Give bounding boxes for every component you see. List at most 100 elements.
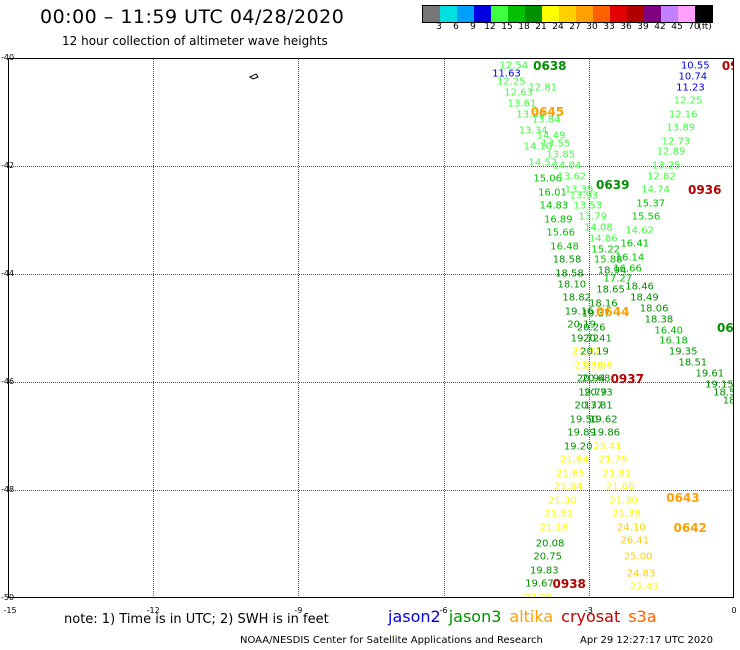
color-scale-label: 70 [688,22,700,32]
color-swatch [661,6,678,22]
color-swatch [559,6,576,22]
wave-height-value: 16.41 [620,238,650,250]
longitude-tick-label: -6 [439,606,448,615]
wave-height-value: 20.73 [584,387,613,399]
wave-height-value: 18.51 [678,357,708,369]
wave-height-value: 21.66 [605,481,635,493]
wave-height-value: 19.15 [705,379,734,391]
longitude-gridline [298,58,300,598]
color-swatch [678,6,695,22]
wave-height-value: 19.83 [529,565,559,577]
wave-height-value: 13.93 [569,190,599,202]
wave-height-value: 19.62 [588,414,618,426]
wave-height-value: 18.5 [713,387,734,399]
latitude-tick-label: -40 [1,53,15,62]
wave-height-value: 19.20 [563,441,593,453]
wave-height-value: 13.62 [557,171,587,183]
color-swatch [644,6,661,22]
wave-height-value: 20.37 [574,400,604,412]
wave-height-value: 18.65 [596,284,625,296]
wave-height-value: 14.74 [641,184,670,196]
wave-height-value: 13.34 [518,125,548,137]
color-scale-labels: 3 6 9 12 15 18 21 24 27 30 33 36 39 42 45 70 (ft) [422,22,740,34]
wave-height-value: 26.41 [620,535,650,547]
color-scale-label: 42 [654,22,666,32]
credit-line: NOAA/NESDIS Center for Satellite Applica… [240,635,543,646]
wave-height-value: 21.64 [559,454,589,466]
color-swatch [474,6,491,22]
wave-height-value: 15.37 [636,198,666,210]
wave-height-value: 18.38 [644,314,674,326]
wave-height-value: 25.00 [623,551,653,563]
wave-height-value: 22.25 [523,592,553,598]
wave-height-value: 19.79 [578,387,607,399]
wave-height-value: 12.16 [668,109,698,121]
color-scale-bar [422,5,713,23]
wave-height-value: 13.79 [578,211,607,223]
longitude-gridline [588,58,590,598]
wave-height-value: 12.73 [661,136,691,148]
map-plot-area: 12.54 11.63 12.25 12.63 13.61 13.30 13.34 14.10… [8,58,734,598]
wave-height-value: 11.63 [492,68,521,80]
wave-height-value: 21.30 [609,495,638,507]
latitude-gridline [8,166,734,167]
wave-height-value: 19.86 [591,427,621,439]
pass-time-label: 0644 [596,304,630,319]
wave-height-value: 13.89 [666,122,696,134]
color-scale-label: 12 [484,22,496,32]
wave-height-value: 19.89 [567,427,596,439]
wave-height-value: 16.89 [543,214,573,226]
legend-entry: jason2 [388,607,441,626]
wave-height-value: 14.10 [523,141,553,153]
color-scale-label: 9 [470,22,476,32]
wave-height-value: 19.35 [668,346,698,358]
wave-height-value: 10.55 [680,60,710,72]
pass-time-label: 0936 [688,183,722,198]
color-scale-label: 24 [552,22,564,32]
color-scale-label: 36 [620,22,632,32]
longitude-tick-label: -3 [584,606,593,615]
color-scale-label: 15 [501,22,513,32]
wave-height-value: 22.43 [630,581,659,593]
latitude-tick-label: -50 [1,593,15,602]
color-swatch [695,6,712,22]
latitude-tick-label: -44 [1,269,15,278]
wave-height-value: 15.22 [591,244,621,256]
wave-height-value: 20.19 [567,319,596,331]
wave-height-value: 24.83 [626,568,656,580]
wave-height-value: 13.61 [507,98,537,110]
wave-height-value: 10.74 [678,71,708,83]
wave-height-value: 12.54 [499,60,529,72]
wave-height-value: 21.81 [602,468,632,480]
color-scale-label: (ft) [698,22,712,32]
wave-height-value: 18.10 [557,279,587,291]
wave-height-value: 14.52 [528,157,558,169]
wave-height-value: 16.48 [550,241,579,253]
pass-time-label: 0639 [596,177,630,192]
wave-height-value: 21.51 [544,508,574,520]
wave-height-value: 15.56 [631,211,661,223]
wave-height-value: 20.41 [583,333,612,345]
longitude-tick-label: -9 [294,606,303,615]
wave-height-value: 13.30 [516,109,546,121]
wave-height-value: 19.37 [581,308,611,320]
wave-height-value: 15.88 [593,254,623,266]
wave-height-value: 16.40 [654,325,683,337]
wave-height-value: 15.66 [546,227,576,239]
wave-height-value: 23.36 [574,360,604,372]
color-scale-label: 39 [637,22,649,32]
wave-height-value: 11.23 [676,82,705,94]
color-swatch [627,6,644,22]
longitude-tick-label: -15 [3,606,17,615]
latitude-tick-label: -42 [1,161,15,170]
footnote: note: 1) Time is in UTC; 2) SWH is in fe… [64,612,329,627]
wave-height-value: 20.08 [535,538,565,550]
wave-height-value: 16.66 [613,263,642,274]
wave-height-value: 18.82 [562,292,592,304]
wave-height-value: 18.06 [639,303,669,315]
island-outline [249,73,259,80]
wave-height-value: 23.56 [584,360,613,372]
wave-height-value: 14.04 [552,160,582,172]
wave-height-value: 16.14 [615,252,645,264]
wave-height-value: 18.58 [555,268,584,280]
